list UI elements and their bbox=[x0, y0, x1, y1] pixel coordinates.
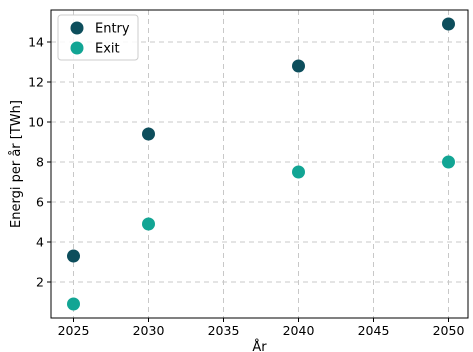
data-point-exit bbox=[292, 165, 305, 179]
x-tick-label: 2030 bbox=[133, 323, 165, 338]
plot-frame bbox=[50, 9, 469, 319]
y-tick-label: 10 bbox=[28, 115, 44, 130]
data-points bbox=[67, 17, 455, 311]
data-point-entry bbox=[442, 17, 455, 31]
data-point-exit bbox=[142, 217, 155, 231]
y-tick-label: 2 bbox=[36, 275, 44, 290]
legend: Entry Exit bbox=[57, 14, 139, 61]
y-axis-label: Energi per år [TWh] bbox=[9, 100, 24, 228]
data-point-entry bbox=[292, 59, 305, 73]
x-tick-label: 2035 bbox=[208, 323, 240, 338]
data-point-exit bbox=[67, 297, 80, 311]
y-tick-label: 14 bbox=[28, 35, 44, 50]
plot-background bbox=[51, 10, 468, 318]
data-point-entry bbox=[142, 127, 155, 141]
x-tick-label: 2045 bbox=[358, 323, 390, 338]
y-tick-label: 12 bbox=[28, 75, 44, 90]
legend-label-exit: Exit bbox=[95, 42, 120, 57]
x-tick-label: 2025 bbox=[58, 323, 90, 338]
axes: 2025 2030 2035 2040 2045 2050 2 4 6 8 10 12 14 bbox=[28, 9, 469, 338]
legend-label-entry: Entry bbox=[95, 22, 130, 37]
grid bbox=[51, 10, 468, 318]
legend-marker-entry bbox=[70, 21, 84, 35]
data-point-exit bbox=[442, 155, 455, 169]
data-point-entry bbox=[67, 249, 80, 263]
x-axis-label: År bbox=[252, 339, 267, 352]
legend-marker-exit bbox=[70, 41, 84, 55]
y-tick-label: 8 bbox=[36, 155, 44, 170]
y-tick-label: 6 bbox=[36, 195, 44, 210]
y-tick-label: 4 bbox=[36, 235, 44, 250]
x-tick-label: 2050 bbox=[433, 323, 465, 338]
x-tick-label: 2040 bbox=[283, 323, 315, 338]
